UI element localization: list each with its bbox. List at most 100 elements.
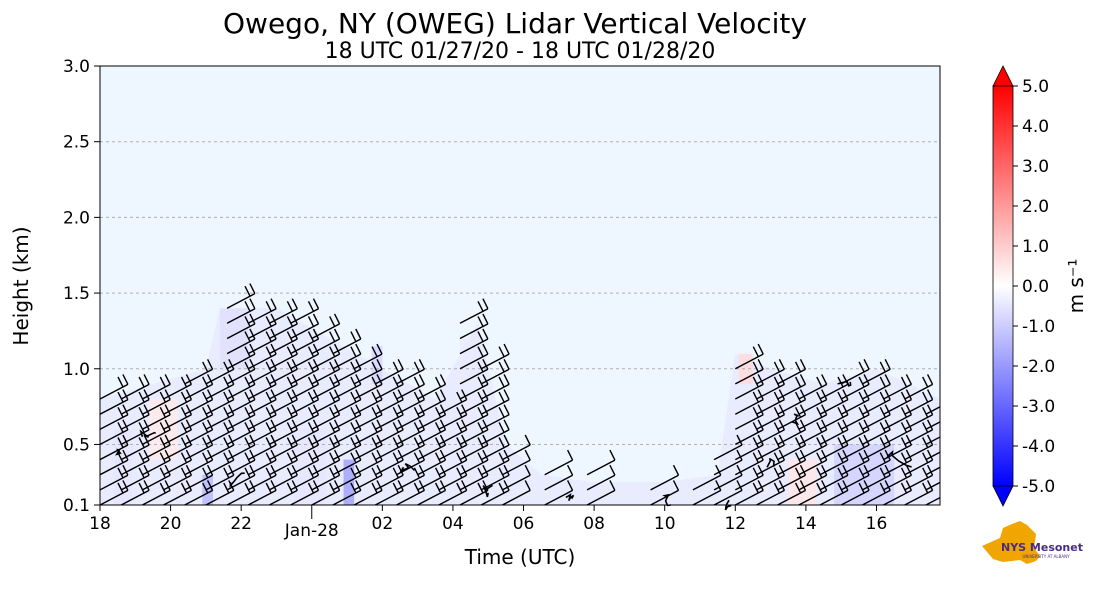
colorbar-tick-label: 1.0 bbox=[1022, 237, 1049, 257]
x-tick-label: 20 bbox=[160, 514, 182, 534]
wind-barb bbox=[883, 464, 913, 491]
wind-barb bbox=[353, 464, 383, 491]
wind-barb bbox=[353, 374, 383, 400]
wind-barb bbox=[332, 404, 362, 430]
wind-barb bbox=[396, 358, 426, 385]
colorbar-tick-label: -5.0 bbox=[1022, 477, 1055, 497]
wind-barb bbox=[438, 419, 468, 446]
wind-barb bbox=[777, 419, 807, 446]
wind-barb bbox=[862, 419, 891, 446]
wind-barb bbox=[142, 419, 171, 446]
wind-barb bbox=[353, 358, 383, 385]
wind-barb bbox=[163, 419, 193, 446]
wind-barb bbox=[819, 464, 849, 491]
wind-barb bbox=[269, 464, 298, 491]
wind-barb bbox=[798, 464, 828, 491]
wind-barb bbox=[226, 449, 256, 476]
wind-barb bbox=[417, 464, 447, 491]
wind-barb bbox=[247, 343, 277, 370]
wind-barb bbox=[332, 434, 362, 461]
wind-barbs bbox=[100, 283, 940, 505]
wind-barb bbox=[502, 464, 531, 491]
wind-barb bbox=[290, 374, 320, 400]
y-axis: 0.1 0.5 1.0 1.5 2.0 2.5 3.0 bbox=[63, 57, 100, 516]
wind-barb bbox=[332, 449, 362, 476]
wind-barb bbox=[100, 480, 129, 505]
wind-barb bbox=[840, 374, 870, 400]
velocity-patch bbox=[202, 474, 213, 505]
wind-barb bbox=[438, 404, 468, 430]
wind-barb bbox=[163, 449, 193, 476]
wind-barb bbox=[290, 419, 320, 446]
wind-barb bbox=[247, 404, 277, 430]
colorbar-tick-label: 2.0 bbox=[1022, 197, 1049, 217]
wind-barb bbox=[734, 343, 764, 370]
x-tick-label: 08 bbox=[583, 514, 605, 534]
wind-barb bbox=[374, 419, 404, 446]
wind-barb bbox=[396, 374, 426, 400]
wind-barb bbox=[269, 313, 298, 340]
wind-barb bbox=[734, 389, 764, 415]
wind-barb bbox=[396, 404, 426, 430]
wind-barb bbox=[374, 434, 404, 461]
wind-barb bbox=[480, 374, 510, 400]
logo-text: NYS Mesonet bbox=[1001, 541, 1083, 554]
wind-barb bbox=[459, 434, 489, 461]
wind-barb bbox=[311, 343, 341, 370]
wind-barb bbox=[883, 434, 913, 461]
wind-barb bbox=[883, 480, 913, 505]
grid-lines bbox=[100, 141, 940, 445]
y-tick-label: 1.5 bbox=[63, 284, 90, 304]
wind-barb bbox=[100, 374, 129, 400]
wind-barb bbox=[734, 434, 764, 461]
wind-barb bbox=[142, 449, 171, 476]
wind-barb bbox=[862, 389, 891, 415]
colorbar-tick-label: 4.0 bbox=[1022, 117, 1049, 137]
wind-barb bbox=[374, 404, 404, 430]
wind-barb bbox=[184, 449, 214, 476]
colorbar-ticks: 5.0 4.0 3.0 2.0 1.0 0.0 -1.0 -2.0 -3.0 -4.0 -5.0 bbox=[1013, 77, 1055, 497]
wind-barb bbox=[798, 419, 828, 446]
colorbar: 5.0 4.0 3.0 2.0 1.0 0.0 -1.0 -2.0 -3.0 -4.0 -5.0 m… bbox=[992, 65, 1088, 507]
wind-barb bbox=[438, 464, 468, 491]
wind-barb bbox=[459, 404, 489, 430]
y-tick-label: 2.0 bbox=[63, 208, 90, 228]
wind-barb bbox=[120, 480, 150, 505]
wind-barb bbox=[290, 434, 320, 461]
wind-barb bbox=[862, 480, 891, 505]
chart-title: Owego, NY (OWEG) Lidar Vertical Velocity bbox=[223, 7, 807, 40]
wind-barb bbox=[396, 464, 426, 491]
wind-barb bbox=[819, 449, 849, 476]
wind-barb bbox=[840, 434, 870, 461]
wind-barb bbox=[777, 358, 807, 385]
wind-barb bbox=[163, 389, 193, 415]
logo-subtext: UNIVERSITY AT ALBANY bbox=[1022, 554, 1070, 559]
wind-barb bbox=[290, 480, 320, 505]
wind-barb bbox=[417, 374, 447, 400]
wind-barb bbox=[756, 374, 786, 400]
nys-mesonet-logo: NYS Mesonet UNIVERSITY AT ALBANY bbox=[982, 521, 1083, 564]
wind-barb bbox=[120, 374, 150, 400]
wind-barb bbox=[480, 404, 510, 430]
wind-barb bbox=[438, 389, 468, 415]
wind-barb bbox=[226, 283, 256, 309]
wind-barb bbox=[840, 419, 870, 446]
wind-barb bbox=[226, 358, 256, 385]
wind-barb bbox=[226, 434, 256, 461]
wind-barb bbox=[396, 449, 426, 476]
wind-barb bbox=[904, 419, 934, 446]
wind-barb bbox=[819, 434, 849, 461]
wind-barb bbox=[353, 419, 383, 446]
ny-state-shape-icon bbox=[982, 521, 1040, 564]
y-tick-label: 0.1 bbox=[63, 496, 90, 516]
wind-barb bbox=[226, 374, 256, 400]
wind-barb bbox=[226, 464, 256, 491]
wind-barb bbox=[480, 358, 510, 385]
wind-barb bbox=[396, 419, 426, 446]
wind-barb bbox=[226, 389, 256, 415]
wind-barb bbox=[142, 434, 171, 461]
wind-barb bbox=[332, 374, 362, 400]
wind-barb bbox=[269, 480, 298, 505]
wind-barb bbox=[311, 389, 341, 415]
wind-barb bbox=[205, 358, 235, 385]
